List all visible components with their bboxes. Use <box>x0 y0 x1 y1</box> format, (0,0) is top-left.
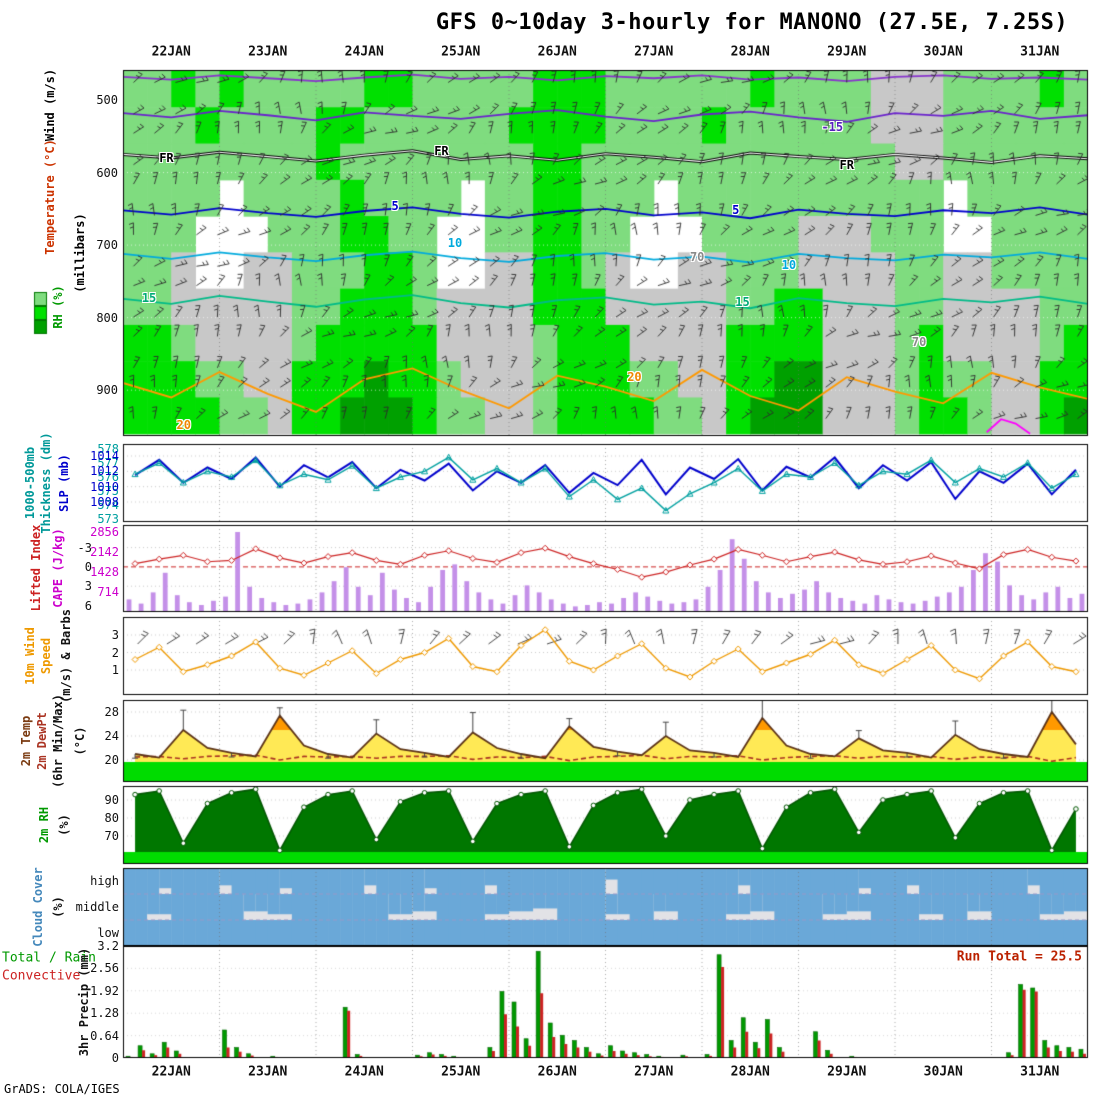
grads-credit: GrADS: COLA/IGES <box>4 1082 120 1096</box>
chart-title: GFS 0~10day 3-hourly for MANONO (27.5E, … <box>435 10 1069 35</box>
